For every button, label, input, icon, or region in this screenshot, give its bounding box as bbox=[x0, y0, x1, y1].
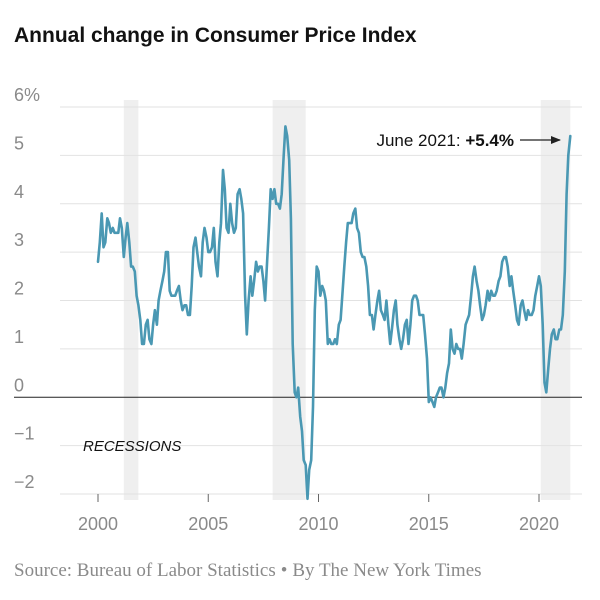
y-tick-label: 3 bbox=[14, 230, 24, 250]
cpi-series bbox=[96, 125, 572, 501]
june-2021-annotation-label: June 2021: bbox=[376, 131, 465, 150]
x-tick-label: 2000 bbox=[78, 514, 118, 534]
y-tick-label: 2 bbox=[14, 279, 24, 299]
june-2021-annotation: June 2021: +5.4% bbox=[376, 131, 514, 150]
y-tick-label: 6% bbox=[14, 85, 40, 105]
y-tick-label: 4 bbox=[14, 182, 24, 202]
axes: 6% 5 4 3 2 1 0 −1 −2 2000 2005 2010 2015 2020 bbox=[14, 85, 582, 534]
byline-text: By The New York Times bbox=[292, 560, 482, 581]
cpi-line-1 bbox=[96, 125, 572, 501]
x-tick-label: 2020 bbox=[519, 514, 559, 534]
y-tick-label: 5 bbox=[14, 133, 24, 153]
y-tick-label: −2 bbox=[14, 472, 35, 492]
x-tick-label: 2015 bbox=[409, 514, 449, 534]
source-credit: Source: Bureau of Labor Statistics • By Th… bbox=[14, 560, 482, 582]
x-tick-label: 2005 bbox=[188, 514, 228, 534]
y-tick-label: −1 bbox=[14, 424, 35, 444]
chart-title: Annual change in Consumer Price Index bbox=[14, 24, 417, 47]
x-tick-label: 2010 bbox=[298, 514, 338, 534]
y-tick-label: 1 bbox=[14, 327, 24, 347]
gridlines bbox=[60, 106, 582, 495]
annotations: RECESSIONS June 2021: +5.4% bbox=[83, 131, 561, 455]
y-tick-label: 0 bbox=[14, 375, 24, 395]
recessions-label: RECESSIONS bbox=[83, 438, 181, 455]
june-2021-annotation-value: +5.4% bbox=[465, 131, 514, 150]
source-text: Source: Bureau of Labor Statistics bbox=[14, 560, 276, 581]
separator-bullet: • bbox=[280, 560, 288, 581]
